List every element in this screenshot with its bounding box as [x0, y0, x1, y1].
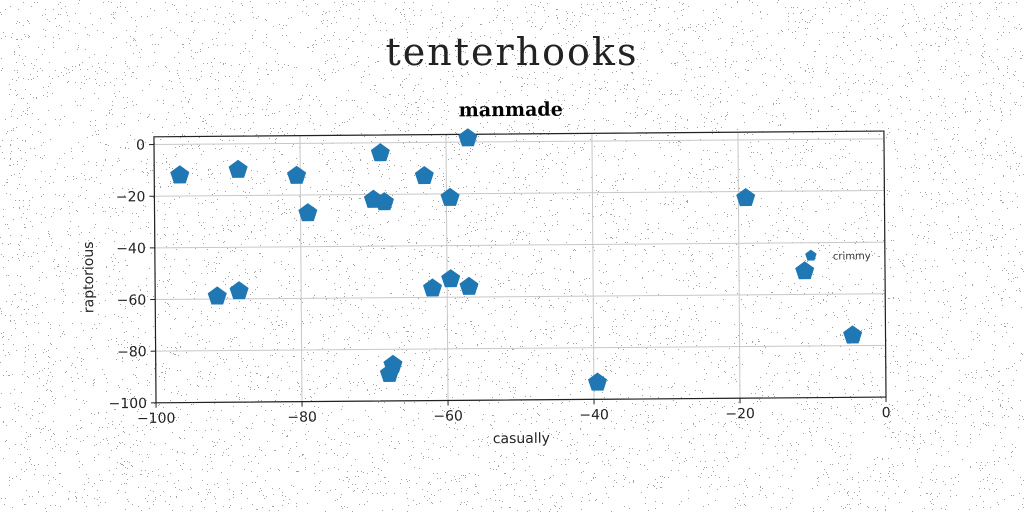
grid-line-x — [738, 132, 740, 398]
data-point — [458, 128, 477, 146]
y-tick-label: 0 — [136, 138, 145, 154]
y-tick-label: −100 — [109, 396, 148, 412]
axis-ticks: −100 −80 −60 −40 −20 0 0 −20 −40 −60 −80 −100 — [106, 132, 890, 427]
grid-line-y — [154, 190, 884, 196]
y-tick-label: −80 — [117, 344, 147, 360]
data-point — [441, 269, 460, 287]
x-tick-label: −60 — [433, 408, 463, 424]
grid-line-y — [155, 242, 885, 248]
data-point — [423, 278, 442, 296]
data-point — [229, 160, 248, 178]
plot-frame — [154, 131, 886, 403]
data-points — [170, 125, 863, 394]
grid — [154, 131, 886, 403]
y-tick-label: −20 — [116, 189, 146, 205]
grid-line-y — [155, 294, 885, 300]
x-tick-label: −20 — [725, 406, 755, 422]
x-axis-label: casually — [493, 431, 550, 447]
legend-marker-shape — [805, 250, 816, 261]
data-point — [736, 188, 755, 206]
grid-line-y — [154, 139, 884, 145]
y-tick-label: −60 — [117, 293, 147, 309]
data-point — [459, 277, 478, 295]
data-point — [440, 188, 459, 206]
grid-line-x — [592, 133, 594, 399]
x-tick-label: −40 — [579, 407, 609, 423]
data-point — [371, 143, 390, 161]
legend: crimmy — [805, 249, 871, 263]
data-point — [415, 166, 434, 184]
grid-line-y — [156, 345, 886, 351]
data-point — [170, 165, 189, 183]
y-tick-label: −40 — [116, 241, 146, 257]
legend-label: crimmy — [833, 251, 871, 262]
x-tick-label: −80 — [287, 410, 317, 426]
data-point — [588, 372, 607, 390]
data-point — [298, 203, 317, 221]
x-tick-label: 0 — [882, 405, 891, 421]
legend-marker — [805, 250, 816, 261]
data-point — [287, 166, 306, 184]
data-point — [843, 325, 862, 343]
x-tick-label: −100 — [137, 411, 176, 427]
data-point — [795, 261, 814, 279]
data-point — [208, 286, 227, 304]
chart-title: manmade — [459, 99, 563, 122]
y-axis-label: raptorious — [81, 241, 98, 313]
data-point — [229, 281, 248, 299]
grid-line-x — [446, 135, 448, 401]
